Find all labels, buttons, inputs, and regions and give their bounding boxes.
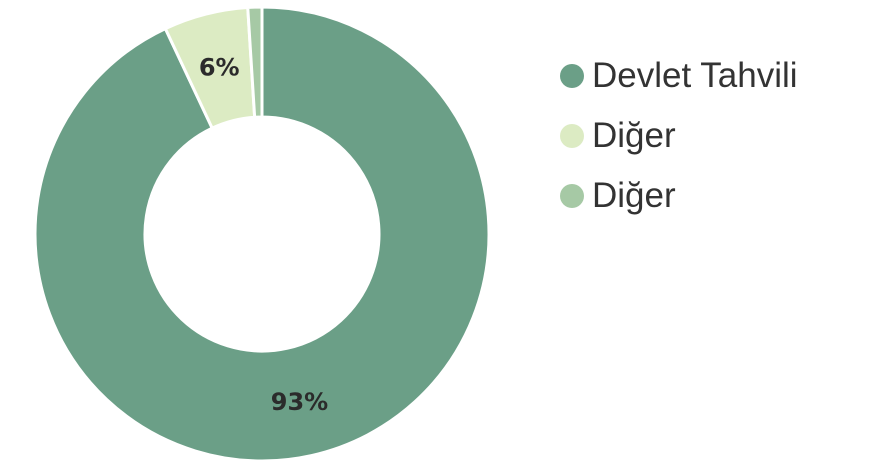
donut-slice-2[interactable] — [246, 5, 264, 119]
legend-label: Diğer — [592, 116, 676, 155]
legend-item-diger-2[interactable]: Diğer — [560, 166, 798, 226]
slice-value-label: 93% — [271, 388, 328, 416]
donut-slices — [33, 5, 491, 462]
slice-value-label: 6% — [199, 53, 240, 81]
legend-label: Diğer — [592, 176, 676, 215]
legend-item-devlet-tahvili[interactable]: Devlet Tahvili — [560, 46, 798, 106]
legend-swatch-icon — [560, 64, 584, 88]
donut-slice-0[interactable] — [33, 5, 491, 462]
legend: Devlet Tahvili Diğer Diğer — [560, 46, 798, 226]
legend-swatch-icon — [560, 124, 584, 148]
legend-label: Devlet Tahvili — [592, 56, 798, 95]
legend-item-diger-1[interactable]: Diğer — [560, 106, 798, 166]
slice-labels: 93% 6% — [199, 53, 328, 415]
legend-swatch-icon — [560, 184, 584, 208]
